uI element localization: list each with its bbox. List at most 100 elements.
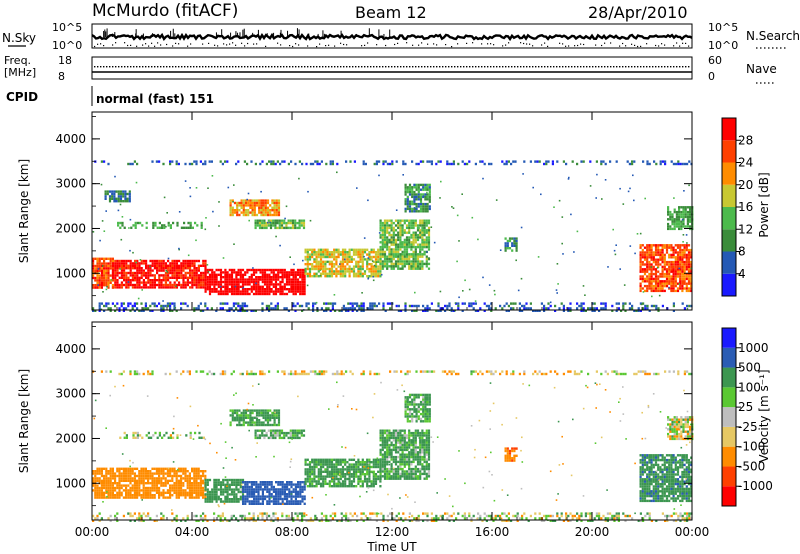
power-cell	[258, 206, 261, 209]
freq-dot	[607, 66, 609, 68]
freq-dot	[445, 66, 447, 68]
power-cell	[368, 251, 371, 254]
power-cell	[222, 276, 225, 279]
velocity-cell	[129, 482, 132, 485]
velocity-cell	[94, 494, 97, 497]
power-cell	[325, 309, 328, 312]
power-cell	[118, 262, 121, 265]
power-cell	[244, 283, 247, 286]
power-cell	[239, 280, 242, 284]
power-cell	[113, 200, 116, 203]
power-cell	[276, 160, 279, 163]
power-dot	[428, 257, 430, 259]
velocity-cell	[147, 486, 150, 490]
nsearch-dot	[289, 45, 291, 47]
power-cell	[294, 273, 297, 276]
velocity-cell	[94, 486, 97, 490]
power-cell	[244, 290, 247, 293]
velocity-cell	[319, 470, 323, 473]
power-cell	[105, 302, 108, 305]
power-cell	[314, 160, 317, 163]
power-cell	[219, 278, 223, 281]
power-cell	[648, 280, 651, 283]
velocity-cell	[279, 488, 282, 491]
power-cell	[268, 280, 271, 284]
power-cell	[197, 279, 200, 282]
power-cell	[670, 270, 673, 273]
power-cell	[180, 269, 183, 272]
power-cell	[294, 221, 297, 225]
power-cell	[240, 204, 243, 207]
power-dot	[234, 285, 237, 288]
power-cell	[202, 309, 205, 312]
power-cell	[147, 271, 150, 275]
power-cell	[397, 233, 400, 237]
freq-dot	[457, 66, 459, 68]
power-cell	[300, 221, 303, 225]
freq-dot	[562, 66, 564, 68]
power-dot	[520, 226, 523, 229]
power-cell	[646, 284, 649, 288]
power-cell	[153, 264, 156, 267]
power-cell	[96, 257, 99, 260]
power-cell	[341, 270, 345, 273]
velocity-cell	[246, 490, 249, 493]
power-cell	[109, 281, 112, 284]
power-region	[204, 268, 306, 296]
power-cell	[290, 278, 293, 281]
power-cell	[397, 309, 400, 312]
power-cell	[403, 260, 406, 263]
power-cell	[410, 233, 413, 237]
power-cell	[386, 241, 389, 244]
power-cell	[147, 307, 150, 310]
power-cell	[138, 279, 141, 282]
velocity-cell	[297, 485, 300, 489]
velocity-cell	[277, 500, 280, 503]
power-cell	[405, 219, 409, 222]
power-cell	[330, 272, 334, 275]
velocity-cell	[136, 484, 139, 487]
power-cell	[151, 269, 154, 272]
velocity-cell	[308, 477, 312, 481]
power-cell	[675, 210, 678, 214]
power-cell	[96, 276, 99, 280]
power-cell	[641, 251, 644, 254]
power-cell	[128, 200, 131, 203]
velocity-cell	[188, 486, 191, 490]
velocity-cell	[129, 489, 132, 492]
power-cell	[313, 248, 316, 251]
velocity-cell	[228, 488, 231, 491]
power-cell	[690, 256, 693, 259]
velocity-cell	[125, 472, 128, 475]
power-cell	[208, 278, 212, 281]
power-cell	[538, 309, 541, 312]
velocity-cell	[281, 485, 284, 489]
power-cell	[301, 273, 304, 276]
power-cell	[106, 192, 109, 196]
power-cell	[229, 199, 232, 202]
power-cell	[258, 209, 261, 212]
power-cell	[315, 267, 318, 271]
power-cell	[319, 272, 323, 275]
power-cell	[328, 255, 331, 259]
power-cell	[688, 160, 691, 163]
power-cell	[331, 160, 334, 163]
power-cell	[511, 249, 514, 252]
power-cell	[251, 199, 254, 202]
velocity-cell	[213, 498, 216, 501]
power-cell	[668, 253, 671, 257]
power-cell	[160, 269, 163, 272]
velocity-cell	[241, 478, 245, 482]
power-cell	[422, 304, 425, 308]
power-cell	[274, 307, 277, 310]
power-cell	[687, 270, 691, 273]
power-cell	[270, 290, 273, 293]
power-dot	[149, 265, 151, 268]
power-cell	[424, 202, 427, 206]
velocity-cell	[303, 502, 306, 505]
power-cell	[331, 307, 334, 310]
power-cell	[383, 226, 387, 230]
power-cell	[363, 258, 367, 261]
velocity-cell	[235, 481, 238, 484]
velocity-cell	[277, 497, 280, 501]
